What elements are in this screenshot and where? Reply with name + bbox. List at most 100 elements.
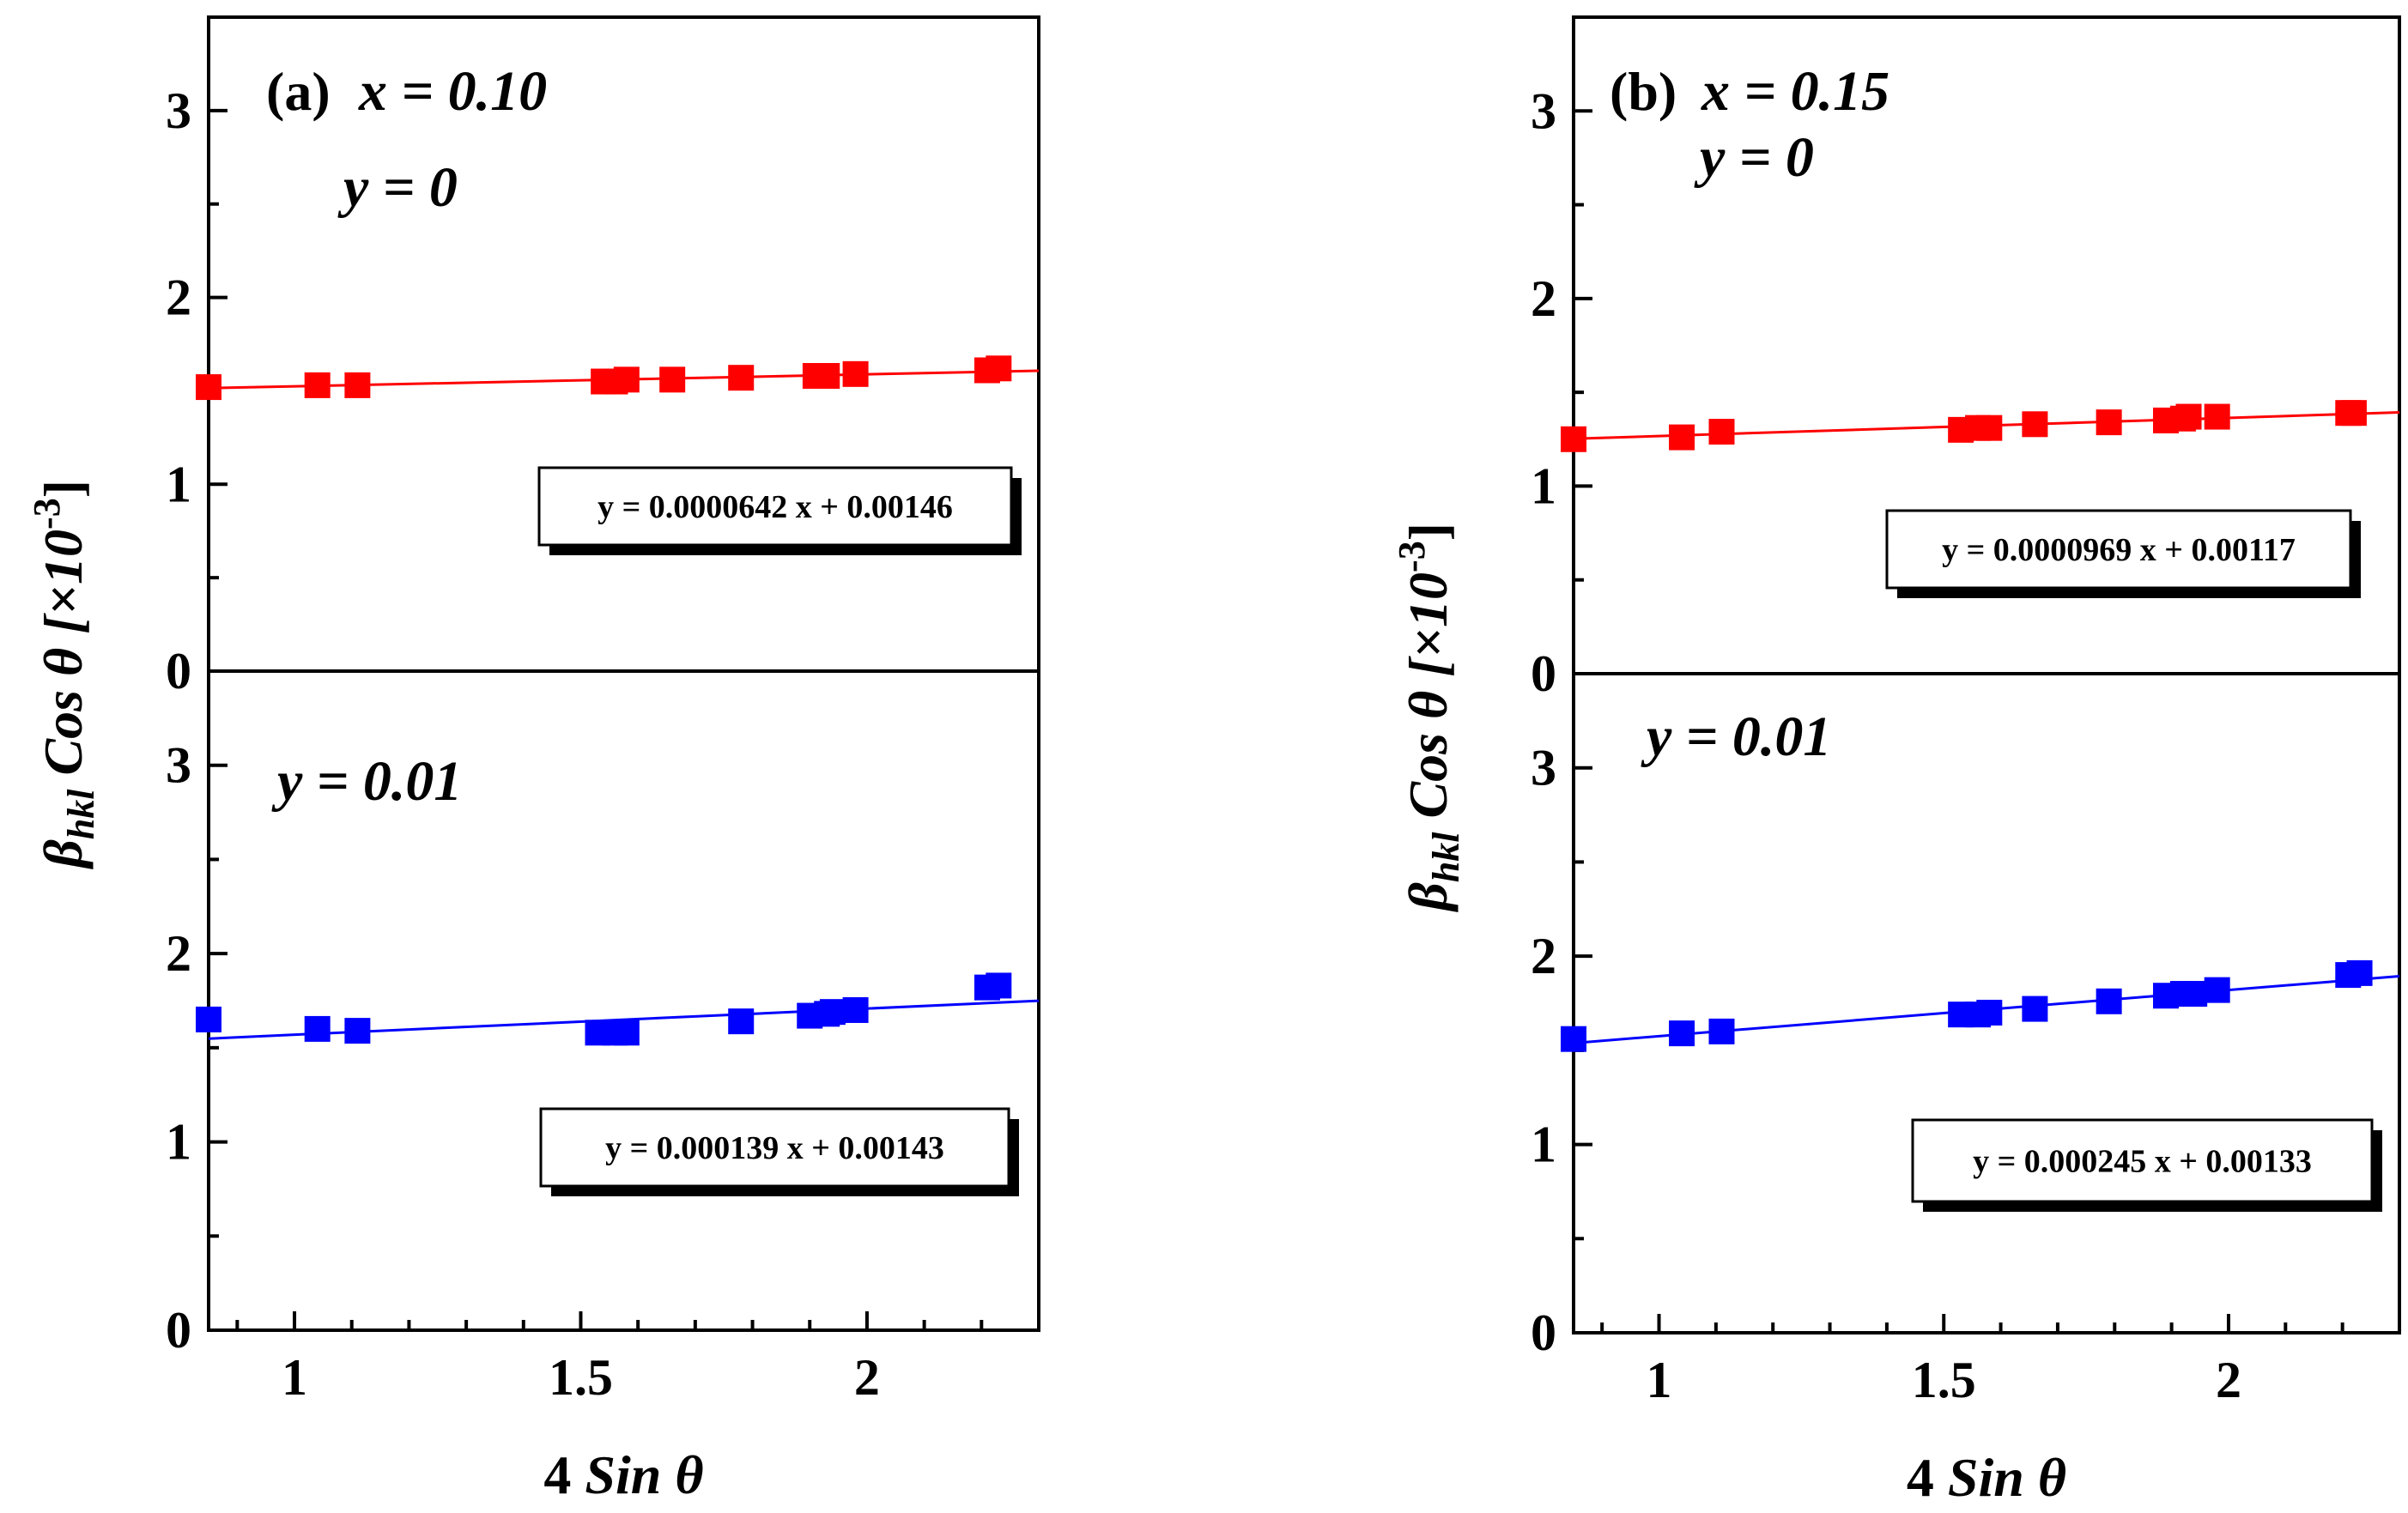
data-point bbox=[1976, 415, 2003, 441]
panel-label: (b) bbox=[1610, 61, 1677, 122]
x-tick-label: 2 bbox=[854, 1349, 880, 1406]
data-point bbox=[2346, 959, 2373, 986]
x-axis-title: 4 Sin θ bbox=[1907, 1447, 2066, 1508]
data-point bbox=[2022, 411, 2048, 438]
data-point bbox=[2181, 981, 2208, 1008]
x-axis-title-text: Sin θ bbox=[585, 1444, 703, 1505]
y-axis-title-symbol: β bbox=[33, 839, 94, 869]
equation-box bbox=[1911, 1118, 2374, 1203]
y-tick-label: 3 bbox=[1531, 82, 1556, 139]
series-annotation: y = 0 bbox=[1694, 126, 1814, 189]
data-point bbox=[1708, 419, 1735, 445]
equation-box bbox=[537, 466, 1013, 547]
y-tick-label: 2 bbox=[1531, 270, 1556, 327]
data-point bbox=[1708, 1018, 1735, 1044]
data-point bbox=[2204, 403, 2230, 430]
equation-box bbox=[1885, 509, 2352, 590]
data-point bbox=[728, 365, 755, 391]
x-axis-title: 4 Sin θ bbox=[543, 1444, 703, 1505]
data-point bbox=[842, 360, 869, 387]
y-tick-label: 1 bbox=[1531, 1117, 1556, 1173]
x-tick-label: 1.5 bbox=[1912, 1352, 1976, 1408]
y-tick-label: 2 bbox=[166, 269, 191, 326]
subplot-bottom: 0 1 2 3 y = 0.01 y = 0.000139 x + 0.00143 1 1.5… bbox=[166, 669, 1040, 1406]
y-tick-label: 2 bbox=[1531, 928, 1556, 984]
x-tick-label: 1 bbox=[282, 1349, 307, 1406]
y-tick-label: 3 bbox=[166, 737, 191, 794]
plot-frame bbox=[207, 669, 1040, 1332]
fit-equation: y = 0.000139 x + 0.00143 bbox=[605, 1130, 944, 1166]
y-axis-title-symbol: β bbox=[1398, 882, 1459, 912]
fit-equation: y = 0.0000969 x + 0.00117 bbox=[1942, 532, 2296, 568]
composition-label: x = 0.15 bbox=[1701, 60, 1889, 123]
subplot-bottom: 0 1 2 3 y = 0.01 y = 0.000245 x + 0.00133 1 1.5… bbox=[1531, 672, 2401, 1408]
equation-box bbox=[539, 1107, 1010, 1188]
data-point bbox=[2022, 996, 2048, 1022]
data-point bbox=[2204, 977, 2230, 1003]
data-point bbox=[613, 1020, 640, 1046]
data-point bbox=[196, 374, 221, 401]
y-axis-title-exponent: -3 bbox=[26, 498, 68, 530]
y-tick-label: 0 bbox=[166, 643, 191, 699]
fit-equation: y = 0.000245 x + 0.00133 bbox=[1973, 1144, 2312, 1180]
y-axis-title-subscript: hkl bbox=[60, 789, 102, 839]
data-point bbox=[196, 1006, 221, 1032]
fit-equation: y = 0.0000642 x + 0.00146 bbox=[597, 489, 953, 525]
data-point bbox=[2175, 403, 2202, 430]
y-axis-title-text: Cos θ [×10 bbox=[33, 530, 94, 790]
plot-frame bbox=[1572, 672, 2401, 1334]
x-tick-label: 1 bbox=[1647, 1352, 1672, 1408]
y-tick-label: 1 bbox=[166, 456, 191, 512]
data-point bbox=[613, 366, 640, 393]
panel-a: 0 1 2 3 y = 0 y = 0.0000642 x + 0.00146 0 1 2 3 y … bbox=[26, 15, 1040, 1505]
y-axis-title: βhkl Cos θ [×10-3] bbox=[26, 480, 102, 869]
y-axis-title-text: Cos θ [×10 bbox=[1398, 572, 1459, 832]
x-axis-title-text: Sin θ bbox=[1948, 1447, 2066, 1508]
y-tick-label: 0 bbox=[1531, 1304, 1556, 1361]
panel-b: 0 1 2 3 y = 0 y = 0.0000969 x + 0.00117 0 1 2 3 y … bbox=[1391, 15, 2401, 1508]
data-point bbox=[304, 372, 331, 398]
data-point bbox=[2096, 988, 2122, 1014]
x-axis-title-number: 4 bbox=[1907, 1447, 1948, 1508]
y-tick-label: 3 bbox=[166, 82, 191, 139]
x-tick-label: 2 bbox=[2216, 1352, 2241, 1408]
y-tick-label: 3 bbox=[1531, 740, 1556, 796]
x-tick-label: 1.5 bbox=[549, 1349, 613, 1406]
data-point bbox=[304, 1015, 331, 1042]
data-point bbox=[1561, 1026, 1586, 1052]
y-axis-title: βhkl Cos θ [×10-3] bbox=[1391, 523, 1467, 912]
composition-label: x = 0.10 bbox=[358, 60, 547, 123]
y-tick-label: 1 bbox=[1531, 457, 1556, 514]
data-point bbox=[842, 996, 869, 1023]
y-axis-title-bracket: ] bbox=[33, 480, 94, 498]
series-annotation: y = 0.01 bbox=[1641, 705, 1831, 768]
data-point bbox=[1561, 426, 1586, 452]
data-point bbox=[1669, 1020, 1695, 1047]
data-point bbox=[814, 363, 840, 390]
x-axis-title-number: 4 bbox=[543, 1444, 585, 1505]
data-point bbox=[819, 999, 846, 1026]
y-axis-title-exponent: -3 bbox=[1391, 541, 1433, 572]
series-annotation: y = 0 bbox=[337, 156, 458, 219]
data-point bbox=[728, 1008, 755, 1035]
data-point bbox=[1976, 999, 2003, 1026]
data-point bbox=[2340, 400, 2367, 427]
y-tick-label: 0 bbox=[166, 1302, 191, 1359]
y-axis-title-subscript: hkl bbox=[1425, 832, 1467, 882]
data-point bbox=[659, 366, 686, 393]
data-point bbox=[344, 372, 371, 398]
data-point bbox=[986, 972, 1012, 999]
y-tick-label: 1 bbox=[166, 1114, 191, 1171]
data-point bbox=[986, 355, 1012, 382]
y-tick-label: 2 bbox=[166, 925, 191, 982]
series-annotation: y = 0.01 bbox=[271, 750, 462, 813]
subplot-top: 0 1 2 3 y = 0 y = 0.0000642 x + 0.00146 bbox=[166, 15, 1040, 699]
panel-label: (a) bbox=[266, 61, 331, 122]
data-point bbox=[344, 1018, 371, 1044]
plot-frame bbox=[207, 15, 1040, 673]
y-axis-title-bracket: ] bbox=[1398, 523, 1459, 541]
y-tick-label: 0 bbox=[1531, 645, 1556, 702]
data-point bbox=[2096, 409, 2122, 436]
data-point bbox=[1669, 424, 1695, 451]
